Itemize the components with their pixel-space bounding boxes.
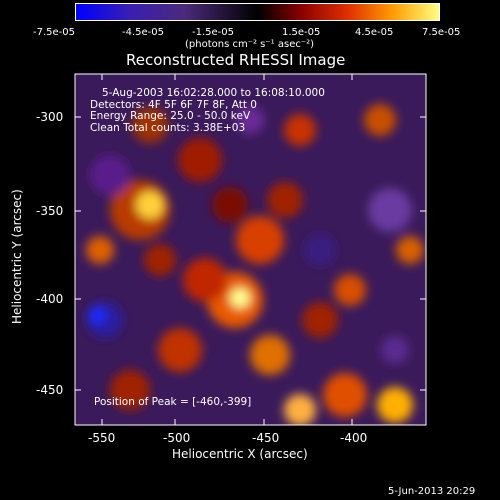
info-clean-counts: Clean Total counts: 3.38E+03 — [90, 121, 246, 134]
colorbar-units: (photons cm⁻² s⁻¹ asec⁻²) — [185, 39, 315, 50]
image-blob — [284, 394, 316, 425]
image-blob — [183, 258, 227, 302]
image-blob — [236, 216, 284, 264]
x-tick-label: -450 — [252, 431, 280, 445]
y-tick-label: -400 — [36, 292, 64, 306]
image-blob — [230, 288, 250, 308]
image-blob — [381, 336, 409, 364]
image-blob — [212, 187, 248, 223]
image-blob — [136, 191, 164, 219]
colorbar-tick: 4.5e-05 — [355, 27, 394, 38]
colorbar-tick: 7.5e-05 — [422, 27, 461, 38]
peak-position-label: Position of Peak = [-460,-399] — [94, 396, 252, 408]
x-tick-label: -400 — [340, 431, 368, 445]
colorbar-tick: -4.5e-05 — [122, 27, 164, 38]
image-blob — [302, 302, 338, 338]
info-time-range: 5-Aug-2003 16:02:28.000 to 16:08:10.000 — [102, 87, 325, 99]
image-blob — [158, 328, 202, 372]
image-blob — [377, 387, 413, 423]
colorbar — [75, 3, 440, 21]
colorbar-tick: -7.5e-05 — [33, 27, 75, 38]
info-block: 5-Aug-2003 16:02:28.000 to 16:08:10.000 … — [90, 87, 325, 134]
y-tick-label: -350 — [36, 204, 64, 218]
image-blob — [144, 244, 176, 276]
image-blob — [178, 138, 222, 182]
image-blob — [236, 106, 264, 134]
info-energy-range: Energy Range: 25.0 - 50.0 keV — [90, 110, 251, 122]
x-tick-label: -500 — [163, 431, 191, 445]
image-blob — [334, 274, 366, 306]
y-tick-label: -300 — [36, 110, 64, 124]
image-blob — [364, 104, 396, 136]
plot-frame — [74, 73, 427, 426]
image-title: Reconstructed RHESSI Image — [126, 51, 346, 69]
image-blob — [110, 370, 150, 410]
image-blob — [396, 236, 424, 264]
y-axis-label: Heliocentric Y (arcsec) — [10, 189, 24, 324]
image-blob — [132, 107, 168, 143]
image-blob — [250, 335, 290, 375]
colorbar-tick: -1.5e-05 — [192, 27, 234, 38]
image-blob — [267, 182, 303, 218]
info-detectors: Detectors: 4F 5F 6F 7F 8F, Att 0 — [90, 98, 257, 111]
y-tick-label: -450 — [36, 383, 64, 397]
x-tick-label: -550 — [88, 431, 116, 445]
image-blob — [323, 373, 367, 417]
colorbar-tick: 1.5e-05 — [282, 27, 321, 38]
image-blob — [368, 188, 412, 232]
image-blob — [88, 306, 106, 324]
image-blob — [304, 234, 336, 266]
image-blob — [90, 155, 130, 195]
image-blob — [284, 114, 316, 146]
image-blob — [86, 236, 114, 264]
footer-date: 5-Jun-2013 20:29 — [388, 486, 476, 497]
x-axis-label: Heliocentric X (arcsec) — [172, 447, 308, 461]
